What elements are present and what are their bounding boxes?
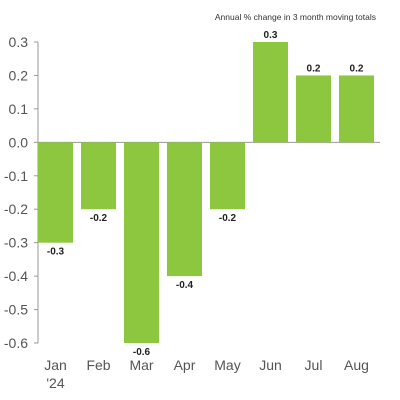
y-tick-label: 0.3 [9, 34, 29, 50]
bar-jan [38, 142, 73, 243]
y-tick-label: -0.5 [4, 302, 28, 318]
x-tick-sublabel: '24 [46, 375, 64, 391]
x-tick-label: May [214, 357, 240, 373]
bar-aug [339, 75, 374, 143]
x-tick-label: Aug [344, 357, 369, 373]
data-label: 0.2 [350, 63, 364, 74]
y-tick-label: -0.1 [4, 168, 28, 184]
y-tick-label: -0.3 [4, 235, 28, 251]
bars [38, 42, 374, 343]
bar-may [210, 142, 245, 210]
data-label: -0.3 [47, 247, 65, 258]
y-tick-label: 0.2 [9, 67, 29, 83]
bar-apr [167, 142, 202, 277]
x-tick-label: Jun [259, 357, 282, 373]
data-label: -0.2 [90, 213, 108, 224]
bar-mar [124, 142, 159, 343]
bar-jul [296, 75, 331, 143]
data-labels: -0.3 -0.2 -0.6 -0.4 -0.2 0.3 0.2 0.2 [47, 30, 364, 358]
x-axis: Jan '24 Feb Mar Apr May Jun Jul Aug [44, 357, 369, 391]
y-tick-label: -0.4 [4, 268, 28, 284]
data-label: -0.4 [176, 280, 194, 291]
y-tick-label: -0.6 [4, 335, 28, 351]
data-label: -0.2 [219, 213, 237, 224]
chart-subtitle: Annual % change in 3 month moving totals [215, 12, 376, 22]
data-label: 0.3 [264, 30, 278, 41]
data-label: 0.2 [307, 63, 321, 74]
y-axis: 0.3 0.2 0.1 0.0 -0.1 -0.2 -0.3 -0.4 -0.5 -0.6 [4, 34, 380, 351]
y-tick-label: 0.1 [9, 101, 29, 117]
x-tick-label: Jul [305, 357, 323, 373]
y-tick-label: -0.2 [4, 201, 28, 217]
x-tick-label: Feb [86, 357, 110, 373]
x-tick-label: Mar [129, 357, 153, 373]
x-tick-label: Apr [174, 357, 196, 373]
data-label: -0.6 [133, 347, 151, 358]
bar-jun [253, 42, 288, 143]
y-tick-label: 0.0 [9, 134, 29, 150]
bar-feb [81, 142, 116, 210]
x-tick-label: Jan [44, 357, 67, 373]
